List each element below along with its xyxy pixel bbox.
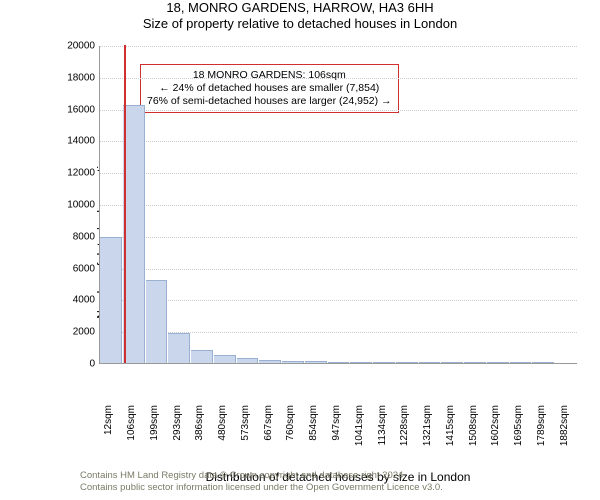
histogram-bar xyxy=(123,105,145,363)
y-tick: 4000 xyxy=(55,295,95,306)
gridline xyxy=(100,237,577,238)
x-tick: 1695sqm xyxy=(513,405,524,446)
gridline xyxy=(100,269,577,270)
x-tick: 1321sqm xyxy=(422,405,433,446)
y-tick: 2000 xyxy=(55,327,95,338)
page-title: 18, MONRO GARDENS, HARROW, HA3 6HH xyxy=(0,0,600,16)
x-tick: 293sqm xyxy=(172,405,183,441)
histogram-bar xyxy=(237,358,259,363)
y-tick: 12000 xyxy=(55,168,95,179)
histogram-bar xyxy=(259,360,281,363)
y-tick: 6000 xyxy=(55,263,95,274)
x-tick: 480sqm xyxy=(217,405,228,441)
histogram-bar xyxy=(350,362,372,363)
x-tick: 1228sqm xyxy=(399,405,410,446)
histogram-chart: Number of detached properties 18 MONRO G… xyxy=(55,46,585,426)
gridline xyxy=(100,141,577,142)
annotation-line: ← 24% of detached houses are smaller (7,… xyxy=(147,82,392,95)
y-tick: 20000 xyxy=(55,41,95,52)
x-tick: 12sqm xyxy=(103,405,114,435)
gridline xyxy=(100,300,577,301)
histogram-bar xyxy=(214,355,236,363)
x-tick: 760sqm xyxy=(285,405,296,441)
histogram-bar xyxy=(532,362,554,363)
x-tick: 1415sqm xyxy=(445,405,456,446)
y-tick: 8000 xyxy=(55,231,95,242)
histogram-bar xyxy=(146,280,168,363)
footer-line-2: Contains public sector information licen… xyxy=(80,482,443,494)
gridline xyxy=(100,46,577,47)
page-subtitle: Size of property relative to detached ho… xyxy=(0,16,600,31)
histogram-bar xyxy=(373,362,395,363)
histogram-bar xyxy=(328,362,350,363)
marker-annotation: 18 MONRO GARDENS: 106sqm← 24% of detache… xyxy=(140,64,399,113)
y-tick: 10000 xyxy=(55,200,95,211)
x-tick: 1134sqm xyxy=(377,405,388,445)
x-tick: 1602sqm xyxy=(490,405,501,446)
x-tick: 854sqm xyxy=(308,405,319,441)
footer-attribution: Contains HM Land Registry data © Crown c… xyxy=(80,470,443,494)
y-tick: 0 xyxy=(55,359,95,370)
x-tick: 1041sqm xyxy=(354,405,365,446)
x-tick: 199sqm xyxy=(149,405,160,441)
histogram-bar xyxy=(419,362,441,363)
annotation-line: 76% of semi-detached houses are larger (… xyxy=(147,95,392,108)
histogram-bar xyxy=(464,362,486,363)
histogram-bar xyxy=(168,333,190,363)
gridline xyxy=(100,205,577,206)
x-tick: 573sqm xyxy=(240,405,251,441)
x-tick: 1882sqm xyxy=(559,405,570,446)
histogram-bar xyxy=(396,362,418,363)
x-tick: 386sqm xyxy=(194,405,205,441)
plot-area: 18 MONRO GARDENS: 106sqm← 24% of detache… xyxy=(99,46,577,364)
gridline xyxy=(100,173,577,174)
histogram-bar xyxy=(282,361,304,363)
x-tick: 106sqm xyxy=(126,405,137,441)
gridline xyxy=(100,78,577,79)
histogram-bar xyxy=(305,361,327,363)
x-tick: 1789sqm xyxy=(536,405,547,446)
x-tick: 667sqm xyxy=(263,405,274,441)
y-tick: 14000 xyxy=(55,136,95,147)
y-tick: 16000 xyxy=(55,104,95,115)
histogram-bar xyxy=(100,237,122,363)
histogram-bar xyxy=(487,362,509,363)
footer-line-1: Contains HM Land Registry data © Crown c… xyxy=(80,470,443,482)
x-tick: 1508sqm xyxy=(468,405,479,446)
histogram-bar xyxy=(510,362,532,363)
gridline xyxy=(100,110,577,111)
histogram-bar xyxy=(191,350,213,363)
y-tick: 18000 xyxy=(55,72,95,83)
histogram-bar xyxy=(441,362,463,363)
x-tick: 947sqm xyxy=(331,405,342,441)
marker-line xyxy=(124,45,126,363)
annotation-line: 18 MONRO GARDENS: 106sqm xyxy=(147,69,392,82)
